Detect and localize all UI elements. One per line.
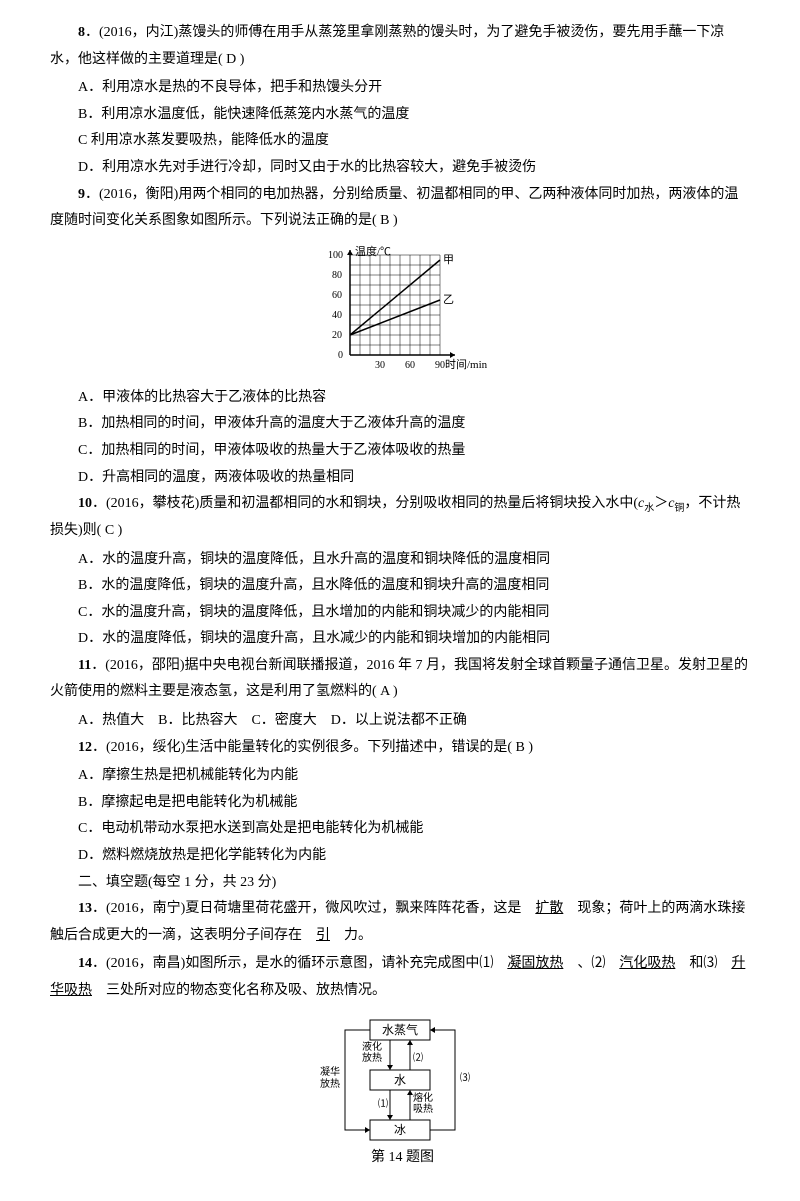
question-11: 11．(2016，邵阳)据中央电视台新闻联播报道，2016 年 7 月，我国将发… xyxy=(50,653,750,706)
svg-text:30: 30 xyxy=(375,360,385,371)
q8-option-b: B．利用凉水温度低，能快速降低蒸笼内水蒸气的温度 xyxy=(50,102,750,129)
question-14: 14．(2016，南昌)如图所示，是水的循环示意图，请补充完成图中⑴ 凝固放热 … xyxy=(50,951,750,1004)
q13-ans1: 扩散 xyxy=(535,901,563,916)
q13-num: 13 xyxy=(78,901,92,916)
q12-num: 12 xyxy=(78,740,92,755)
q10-gt: ＞ xyxy=(654,496,668,511)
q8-option-d: D．利用凉水先对手进行冷却，同时又由于水的比热容较大，避免手被烫伤 xyxy=(50,155,750,182)
svg-text:水蒸气: 水蒸气 xyxy=(382,1022,418,1037)
svg-text:⑴: ⑴ xyxy=(378,1097,388,1110)
q10-option-d: D．水的温度降低，铜块的温度升高，且水减少的内能和铜块增加的内能相同 xyxy=(50,626,750,653)
q12-option-d: D．燃料燃烧放热是把化学能转化为内能 xyxy=(50,843,750,870)
q9-chart: 甲 乙 0 20 40 60 80 100 30 60 90 温度/℃ 时间/m… xyxy=(50,245,750,375)
q12-option-c: C．电动机带动水泵把水送到高处是把电能转化为机械能 xyxy=(50,816,750,843)
q13-stem-end: 力。 xyxy=(330,928,372,943)
svg-text:甲: 甲 xyxy=(443,254,454,266)
svg-text:⑵: ⑵ xyxy=(413,1051,423,1064)
q9-option-c: C．加热相同的时间，甲液体吸收的热量大于乙液体吸收的热量 xyxy=(50,438,750,465)
q11-stem: ．(2016，邵阳)据中央电视台新闻联播报道，2016 年 7 月，我国将发射全… xyxy=(50,658,748,700)
q14-stem-start: ．(2016，南昌)如图所示，是水的循环示意图，请补充完成图中⑴ xyxy=(92,956,507,971)
svg-text:放热: 放热 xyxy=(320,1077,340,1090)
water-cycle-diagram: 水蒸气 水 冰 液化放热 ⑵ ⑴ 熔化吸热 凝华放热 ⑶ xyxy=(300,1015,500,1145)
svg-text:凝华: 凝华 xyxy=(320,1065,340,1078)
svg-text:水: 水 xyxy=(394,1073,406,1087)
q9-stem: ．(2016，衡阳)用两个相同的电加热器，分别给质量、初温都相同的甲、乙两种液体… xyxy=(50,187,738,229)
temperature-time-chart: 甲 乙 0 20 40 60 80 100 30 60 90 温度/℃ 时间/m… xyxy=(310,245,490,375)
svg-text:冰: 冰 xyxy=(394,1123,406,1137)
svg-text:吸热: 吸热 xyxy=(413,1102,433,1115)
q9-option-d: D．升高相同的温度，两液体吸收的热量相同 xyxy=(50,465,750,492)
q8-stem: ．(2016，内江)蒸馒头的师傅在用手从蒸笼里拿刚蒸熟的馒头时，为了避免手被烫伤… xyxy=(50,25,724,67)
q14-caption: 第 14 题图 xyxy=(371,1145,434,1172)
q14-num: 14 xyxy=(78,956,92,971)
svg-text:90: 90 xyxy=(435,360,445,371)
svg-text:温度/℃: 温度/℃ xyxy=(355,245,391,258)
q12-stem: ．(2016，绥化)生活中能量转化的实例很多。下列描述中，错误的是( B ) xyxy=(92,740,533,755)
q9-option-a: A．甲液体的比热容大于乙液体的比热容 xyxy=(50,385,750,412)
question-12: 12．(2016，绥化)生活中能量转化的实例很多。下列描述中，错误的是( B ) xyxy=(50,735,750,762)
q14-stem-mid1: 、⑵ xyxy=(563,956,619,971)
q12-option-a: A．摩擦生热是把机械能转化为内能 xyxy=(50,763,750,790)
svg-text:乙: 乙 xyxy=(443,293,454,306)
q8-num: 8 xyxy=(78,25,85,40)
q8-option-c: C 利用凉水蒸发要吸热，能降低水的温度 xyxy=(50,128,750,155)
question-8: 8．(2016，内江)蒸馒头的师傅在用手从蒸笼里拿刚蒸熟的馒头时，为了避免手被烫… xyxy=(50,20,750,73)
svg-text:⑶: ⑶ xyxy=(460,1071,470,1084)
svg-text:40: 40 xyxy=(332,310,342,321)
q13-stem-start: ．(2016，南宁)夏日荷塘里荷花盛开，微风吹过，飘来阵阵花香，这是 xyxy=(92,901,535,916)
svg-text:60: 60 xyxy=(405,360,415,371)
svg-text:0: 0 xyxy=(338,350,343,361)
q14-ans1: 凝固放热 xyxy=(507,956,563,971)
svg-text:放热: 放热 xyxy=(362,1051,382,1064)
q10-option-a: A．水的温度升高，铜块的温度降低，且水升高的温度和铜块降低的温度相同 xyxy=(50,547,750,574)
svg-text:时间/min: 时间/min xyxy=(445,358,488,371)
q11-options: A．热值大 B．比热容大 C．密度大 D．以上说法都不正确 xyxy=(50,708,750,735)
svg-text:80: 80 xyxy=(332,270,342,281)
question-10: 10．(2016，攀枝花)质量和初温都相同的水和铜块，分别吸收相同的热量后将铜块… xyxy=(50,491,750,544)
q8-option-a: A．利用凉水是热的不良导体，把手和热馒头分开 xyxy=(50,75,750,102)
q14-stem-end: 三处所对应的物态变化名称及吸、放热情况。 xyxy=(92,983,386,998)
question-9: 9．(2016，衡阳)用两个相同的电加热器，分别给质量、初温都相同的甲、乙两种液… xyxy=(50,182,750,235)
question-13: 13．(2016，南宁)夏日荷塘里荷花盛开，微风吹过，飘来阵阵花香，这是 扩散 … xyxy=(50,896,750,949)
q9-option-b: B．加热相同的时间，甲液体升高的温度大于乙液体升高的温度 xyxy=(50,411,750,438)
svg-text:100: 100 xyxy=(328,250,343,261)
svg-text:20: 20 xyxy=(332,330,342,341)
q10-option-c: C．水的温度升高，铜块的温度降低，且水增加的内能和铜块减少的内能相同 xyxy=(50,600,750,627)
section-2-header: 二、填空题(每空 1 分，共 23 分) xyxy=(50,870,750,897)
q9-num: 9 xyxy=(78,187,85,202)
svg-text:熔化: 熔化 xyxy=(413,1091,433,1104)
q14-ans2: 汽化吸热 xyxy=(619,956,675,971)
q10-num: 10 xyxy=(78,496,92,511)
q10-stem-start: ．(2016，攀枝花)质量和初温都相同的水和铜块，分别吸收相同的热量后将铜块投入… xyxy=(92,496,638,511)
q14-diagram: 水蒸气 水 冰 液化放热 ⑵ ⑴ 熔化吸热 凝华放热 ⑶ 第 14 题图 xyxy=(50,1015,750,1172)
q10-sub1: 水 xyxy=(644,503,654,514)
svg-text:液化: 液化 xyxy=(362,1040,382,1053)
q10-option-b: B．水的温度降低，铜块的温度升高，且水降低的温度和铜块升高的温度相同 xyxy=(50,573,750,600)
q13-ans2: 引 xyxy=(316,928,330,943)
q14-stem-mid2: 和⑶ xyxy=(675,956,731,971)
svg-text:60: 60 xyxy=(332,290,342,301)
q12-option-b: B．摩擦起电是把电能转化为机械能 xyxy=(50,790,750,817)
q10-sub2: 铜 xyxy=(674,503,684,514)
q11-num: 11 xyxy=(78,658,91,673)
